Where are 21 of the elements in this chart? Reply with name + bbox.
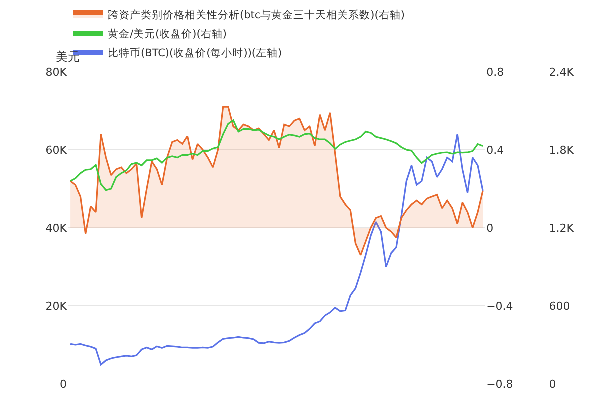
y2-tick-label: 0: [486, 222, 494, 235]
legend-label: 黄金/美元(收盘价)(右轴): [108, 28, 227, 41]
legend-label: 比特币(BTC)(收盘价(每小时))(左轴): [108, 46, 282, 60]
y3-tick-label: 0: [549, 378, 556, 391]
y3-tick-label: 1.2K: [549, 222, 575, 235]
y2-tick-label: 0.4: [486, 144, 504, 157]
line-series: [70, 120, 484, 192]
y3-tick-label: 2.4K: [549, 66, 575, 79]
legend-label: 跨资产类别价格相关性分析(btc与黄金三十天相关系数)(右轴): [108, 8, 405, 22]
y3-tick-label: 600: [549, 300, 570, 313]
y-tick-label: 40K: [46, 222, 68, 235]
y2-tick-label: −0.8: [486, 378, 514, 391]
y-axis-title: 美元: [56, 50, 80, 64]
y2-tick-label: 0.8: [486, 66, 504, 79]
y2-tick-label: −0.4: [486, 300, 514, 313]
y3-tick-label: 1.8K: [549, 144, 575, 157]
y-tick-label: 20K: [46, 300, 68, 313]
y-tick-label: 0: [60, 378, 67, 391]
line-series: [70, 134, 484, 366]
y-tick-label: 80K: [46, 66, 68, 79]
y-tick-label: 60K: [46, 144, 68, 157]
